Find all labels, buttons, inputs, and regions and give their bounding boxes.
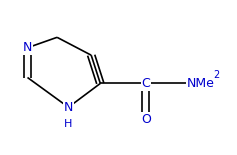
Text: N: N	[23, 41, 32, 54]
Text: N: N	[64, 101, 73, 114]
Text: O: O	[141, 113, 151, 126]
Text: H: H	[64, 119, 73, 129]
Text: NMe: NMe	[187, 77, 215, 90]
Text: C: C	[141, 77, 150, 90]
Text: 2: 2	[213, 70, 219, 80]
